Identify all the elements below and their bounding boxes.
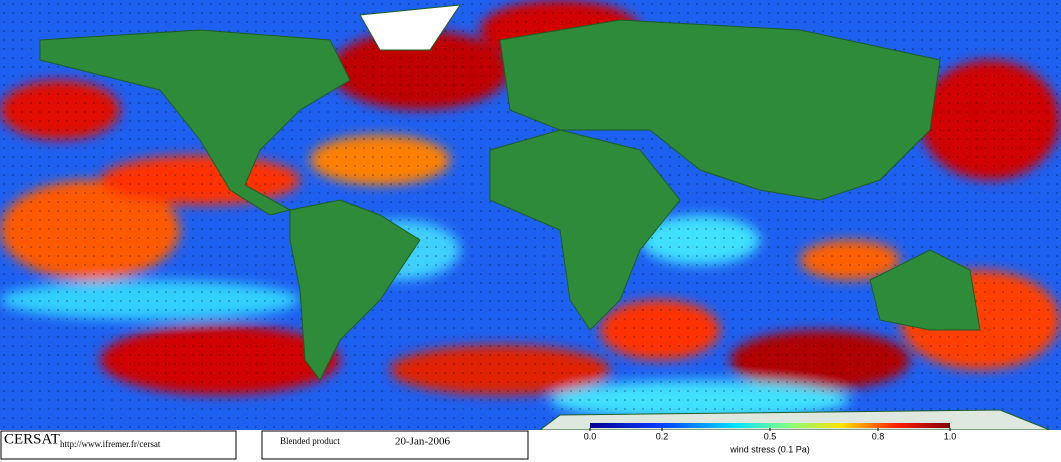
credit-box xyxy=(0,430,237,460)
product: Blended product xyxy=(280,436,340,446)
product-box xyxy=(261,430,529,460)
url: http://www.ifremer.fr/cersat xyxy=(60,439,161,449)
colorbar-tick-label: 0.2 xyxy=(656,431,669,441)
south-america xyxy=(289,199,421,381)
logo: CERSAT xyxy=(4,431,60,447)
colorbar-tick-label: 0.0 xyxy=(584,431,597,441)
colorbar-label: wind stress (0.1 Pa) xyxy=(729,444,810,454)
colorbar-tick-label: 0.5 xyxy=(764,431,777,441)
colorbar xyxy=(590,423,950,428)
date: 20-Jan-2006 xyxy=(395,436,450,448)
colorbar-tick-label: 1.0 xyxy=(944,431,957,441)
greenland xyxy=(359,4,462,51)
colorbar-tick-label: 0.8 xyxy=(872,431,885,441)
australia xyxy=(869,249,981,331)
africa xyxy=(489,129,681,331)
